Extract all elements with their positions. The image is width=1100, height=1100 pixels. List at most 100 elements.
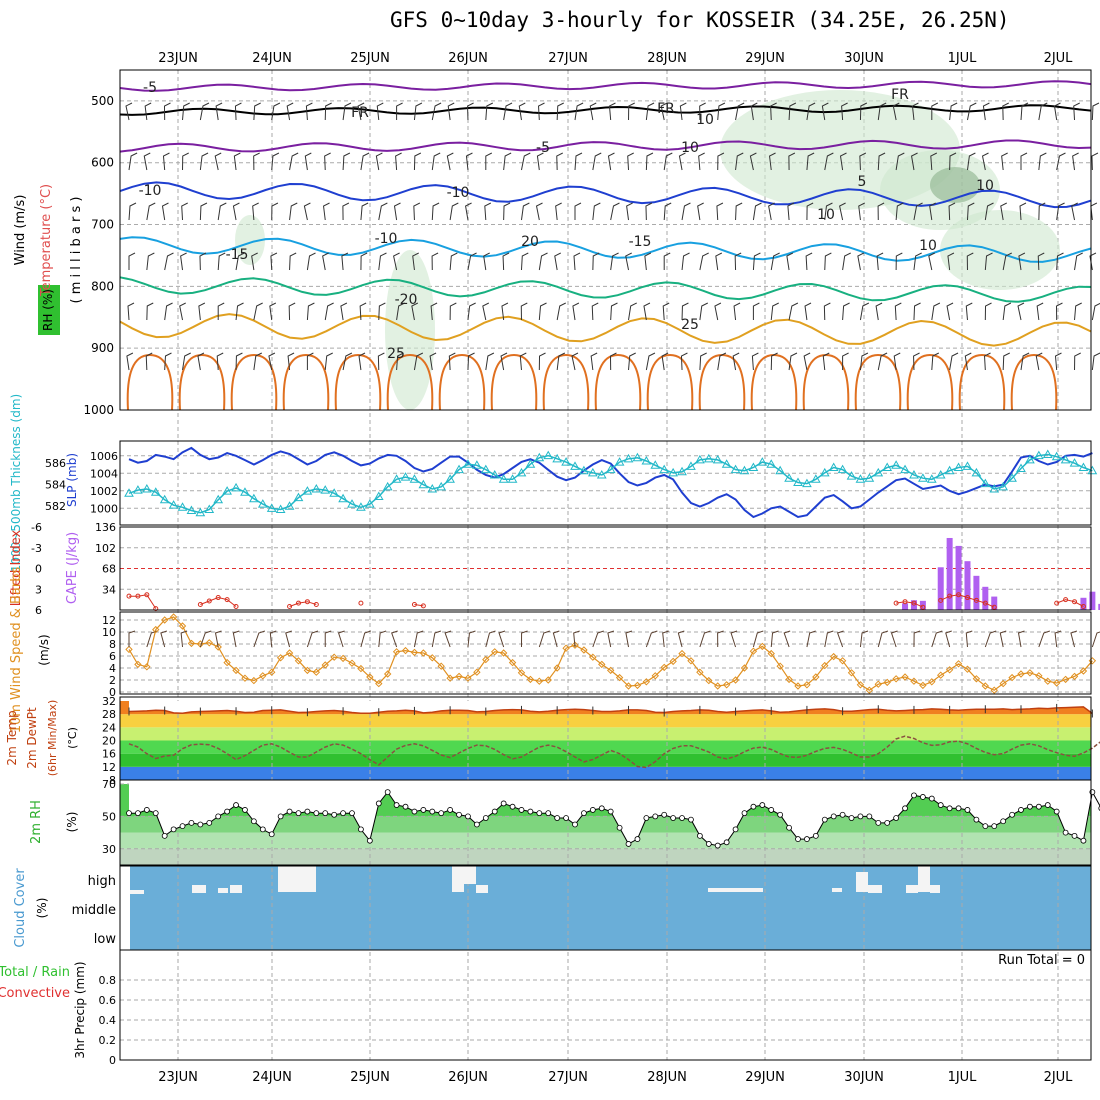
contour-line [119,276,1092,303]
wind-speed-point [999,679,1007,688]
wind-tick-label: 12 [102,614,116,627]
cloud-gap [218,888,228,893]
wind-speed-point [767,649,775,658]
rh-point [884,819,891,826]
wind-barb [592,152,602,171]
wind-barb [821,102,829,121]
thickness-point [329,488,340,497]
thickness-point [1033,450,1044,460]
wind-barb-10m [890,630,898,648]
thickness-point [222,486,232,495]
wind-barb [607,152,615,171]
wind-barb-10m [999,630,1007,648]
cape-bar [946,537,953,610]
contour-line [119,313,1092,347]
thickness-point [1042,449,1053,459]
wind-barb [164,252,174,271]
wind-barb [592,252,600,271]
rh-point [652,813,659,820]
contour-line [802,353,850,411]
wind-speed-point [285,649,294,657]
wind-barb [715,252,723,271]
wind-barb [503,202,511,221]
rh-point [1000,818,1007,825]
thickness-point [525,459,536,468]
wind-barb [806,202,814,221]
wind-barb [377,352,385,371]
wind-barb [289,202,298,221]
wind-speed-point [330,653,338,661]
thickness-point [909,469,919,479]
wind-barb [1091,302,1100,321]
thickness-point [293,492,304,502]
thickness-point [926,474,937,483]
wind-barb [1073,102,1080,121]
rh-point [152,810,159,817]
rh-point [902,805,908,812]
panel-axis-label: (m/s) [37,634,51,665]
wind-speed-point [455,672,463,681]
contour-label: -10 [375,231,398,247]
cloud-gap [832,888,842,892]
wind-speed-point [152,625,160,634]
wind-barb [877,152,886,171]
wind-barb [1038,102,1048,121]
wind-speed-point [910,677,918,685]
contour-line [490,353,538,411]
contour-label: 10 [696,112,714,128]
wind-barb [306,252,316,271]
wind-speed-point [321,661,329,669]
lifted-index-point [358,600,364,606]
rh-point [286,808,293,815]
wind-barb [233,152,241,171]
wind-speed-point [1061,675,1070,684]
wind-speed-point [205,639,213,647]
thickness-point [240,487,250,496]
li-tick-label: 3 [35,583,42,596]
wind-barb [699,102,706,121]
contour-line [646,353,694,411]
rh-point [456,811,462,818]
wind-barb-10m [1038,630,1050,648]
wind-barb [393,252,400,271]
wind-barb [1038,202,1046,221]
wind-barb [699,302,709,321]
wind-barb [235,252,245,271]
thickness-point [275,504,286,513]
axis-labels: 23JUN 23JUN 24JUN 24JUN 25JUN 25JUN 26JUN 26JUN… [0,51,1085,1085]
rh-point [955,805,962,812]
wind-barb [289,152,299,171]
wind-speed-point [562,644,570,652]
wind-speed-point [276,654,285,662]
wind-speed-point [383,670,392,678]
wind-barb [181,202,188,221]
cloud-gap [464,866,476,884]
wind-speed-point [134,660,142,669]
cloud-area [130,866,1091,950]
wind-barb [679,102,687,121]
wind-barb-10m [592,630,604,648]
lifted-index-point [964,595,970,601]
precip-tick-label: 0.2 [99,1034,117,1047]
wind-speed-point [696,668,704,676]
y-tick-label: 800 [91,279,114,293]
panel-axis-label: SLP (mb) [65,453,79,507]
wind-barb [911,102,919,121]
contour-line [119,80,1092,92]
wind-barb-10m [984,630,997,648]
thickness-point [454,464,464,474]
wind-barb [929,202,936,221]
wind-barb [824,252,832,271]
thickness-point [177,502,188,511]
wind-barb [286,102,294,121]
wind-speed-point [687,657,695,665]
thickness-point [605,464,616,474]
rh-point [161,832,168,839]
rh-point [188,819,195,826]
wind-barb-10m [1054,630,1062,648]
wind-barb [1056,202,1065,221]
rh-point [545,810,552,817]
wind-speed-point [348,659,356,667]
thickness-point [364,499,375,508]
wind-speed-point [776,662,784,670]
